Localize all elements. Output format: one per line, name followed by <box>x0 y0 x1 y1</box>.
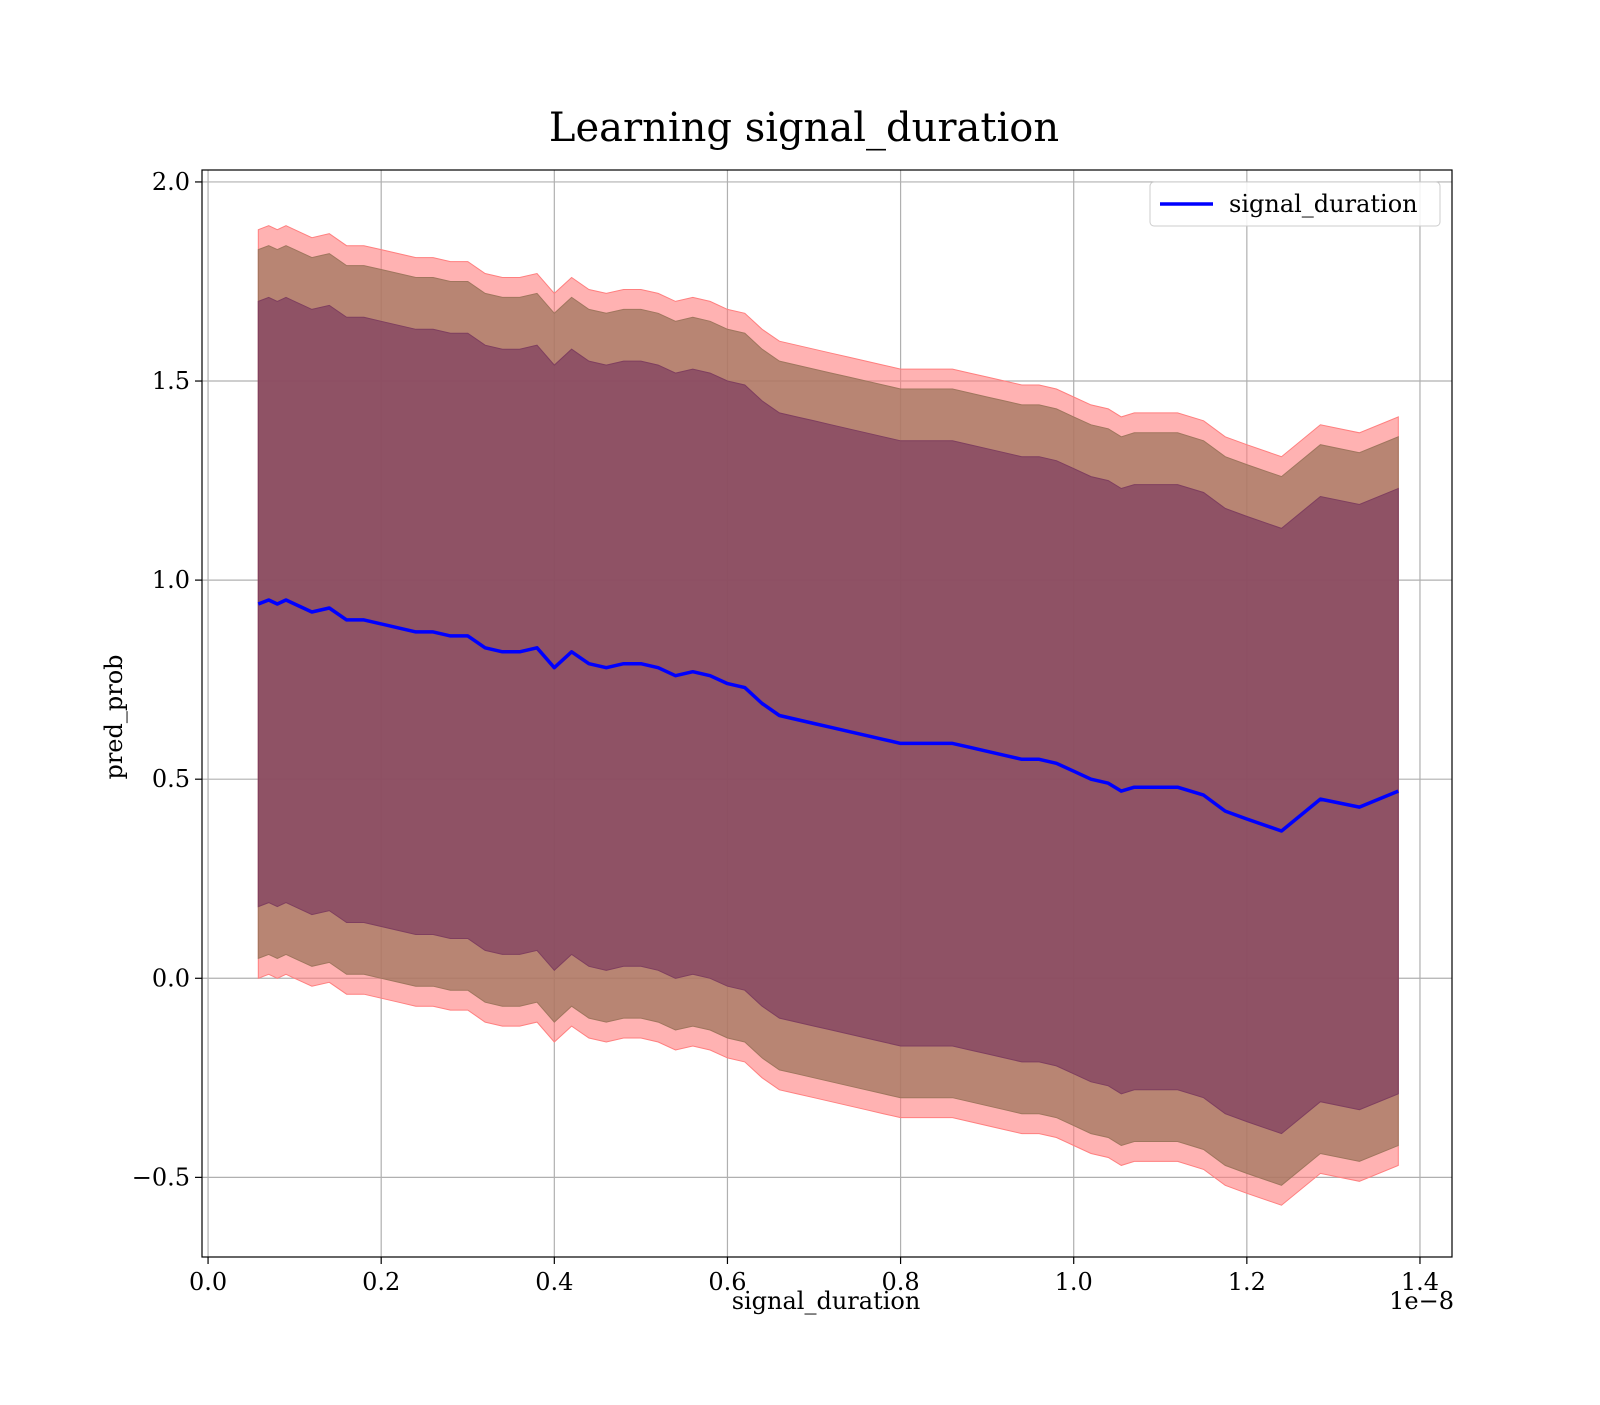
series-line-signal-duration <box>257 598 1399 833</box>
x-tick-label: 1.0 <box>1055 1268 1093 1296</box>
x-tick-label: 0.0 <box>189 1268 227 1296</box>
x-axis-offset-label: 1e−8 <box>1389 1287 1454 1315</box>
y-tick-label: 1.5 <box>152 367 190 395</box>
x-axis-label: signal_duration <box>732 1287 921 1315</box>
x-tick-label: 0.4 <box>535 1268 573 1296</box>
legend-box <box>1149 181 1441 227</box>
x-tick-label: 0.8 <box>881 1268 919 1296</box>
y-tick-label: 2.0 <box>152 168 190 196</box>
y-tick-label: 0.0 <box>152 964 190 992</box>
plot-area: 0.0 0.2 0.4 0.6 0.8 1.0 1.2 1.4 −0.5 0.0 0.5 1.0 1.5… <box>132 168 1453 1296</box>
x-tick-label: 1.4 <box>1401 1268 1439 1296</box>
y-axis-label: pred_prob <box>100 654 128 779</box>
band-inner <box>257 296 1399 1135</box>
y-tick-label: −0.5 <box>132 1163 190 1191</box>
x-tick-label: 0.6 <box>708 1268 746 1296</box>
axes-frame <box>201 169 1453 1258</box>
x-tick-label: 1.2 <box>1228 1268 1266 1296</box>
chart-title: Learning signal_duration <box>549 105 1059 151</box>
y-tick-label: 0.5 <box>152 765 190 793</box>
legend-label: signal_duration <box>1229 190 1418 218</box>
x-tick-label: 0.2 <box>362 1268 400 1296</box>
y-tick-label: 1.0 <box>152 566 190 594</box>
